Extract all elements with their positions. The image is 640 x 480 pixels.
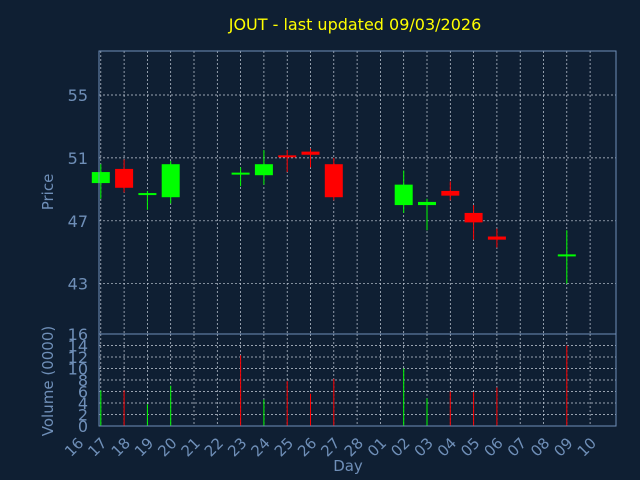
- candle-24: [254, 150, 273, 185]
- price-y-tick-label: 55: [68, 86, 88, 105]
- x-tick-labels: 1617181920212223242526272801020304050607…: [61, 434, 600, 460]
- candle-27: [324, 157, 343, 201]
- candle-body: [91, 172, 110, 184]
- volume-bars: [100, 345, 568, 426]
- volume-panel-frame: [98, 333, 617, 427]
- candle-03: [418, 198, 436, 231]
- volume-y-tick-label: 0: [78, 417, 88, 436]
- candle-body: [115, 168, 134, 188]
- candle-body: [138, 193, 157, 196]
- volume-grid: [99, 333, 616, 427]
- candle-04: [441, 181, 460, 201]
- volume-axis-label: Volume (0000): [39, 326, 57, 436]
- volume-y-tick-label: 10: [68, 360, 88, 379]
- volume-y-tick-label: 8: [78, 371, 88, 390]
- candle-body: [254, 164, 273, 176]
- candle-body: [231, 172, 250, 175]
- candle-18: [115, 159, 134, 193]
- volume-y-tick-label: 16: [68, 325, 88, 344]
- price-y-tick-label: 47: [68, 212, 88, 231]
- price-axis-label: Price: [39, 174, 57, 211]
- candle-body: [301, 151, 320, 155]
- x-axis-label: Day: [333, 457, 363, 475]
- volume-y-tick-label: 2: [78, 406, 88, 425]
- candle-body: [464, 212, 483, 223]
- volume-y-tick-label: 4: [78, 394, 88, 413]
- candle-05: [464, 205, 483, 240]
- price-y-tick-label: 43: [68, 275, 88, 294]
- candle-body: [161, 164, 180, 198]
- candle-body: [278, 155, 297, 158]
- candle-17: [91, 164, 110, 199]
- price-y-tick-label: 51: [68, 149, 88, 168]
- volume-y-tick-label: 14: [68, 337, 88, 356]
- candle-body: [418, 201, 436, 206]
- candle-20: [161, 161, 180, 204]
- candle-09: [557, 230, 576, 284]
- candle-02: [394, 170, 413, 213]
- candle-body: [557, 254, 576, 257]
- candle-body: [324, 164, 343, 198]
- x-tick-label: 10: [574, 434, 600, 460]
- candle-body: [441, 190, 460, 196]
- candle-25: [278, 150, 297, 173]
- candle-19: [138, 190, 157, 210]
- volume-y-tick-label: 12: [68, 348, 88, 367]
- candle-body: [394, 184, 413, 206]
- candles: [91, 148, 576, 284]
- candle-26: [301, 148, 320, 168]
- chart-title: JOUT - last updated 09/03/2026: [228, 15, 482, 34]
- candle-06: [487, 228, 506, 248]
- candle-body: [487, 236, 506, 240]
- volume-y-tick-label: 6: [78, 383, 88, 402]
- candle-23: [231, 167, 250, 187]
- price-y-ticks: 55 51 47 43: [68, 86, 88, 294]
